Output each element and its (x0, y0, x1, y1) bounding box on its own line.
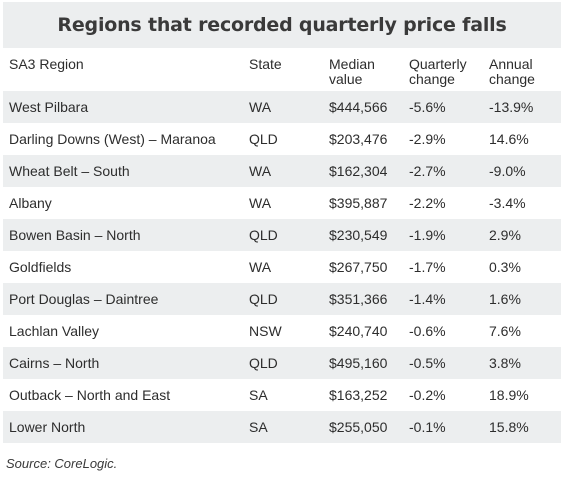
table-row: Darling Downs (West) – Maranoa QLD $203,… (3, 123, 561, 155)
cell-annual: -3.4% (483, 187, 561, 219)
cell-region: West Pilbara (3, 91, 243, 123)
cell-annual: 0.3% (483, 251, 561, 283)
cell-region: Goldfields (3, 251, 243, 283)
cell-region: Darling Downs (West) – Maranoa (3, 123, 243, 155)
cell-region: Cairns – North (3, 347, 243, 379)
cell-annual: 7.6% (483, 315, 561, 347)
cell-state: SA (243, 379, 323, 411)
cell-quarterly: -2.9% (403, 123, 483, 155)
header-row: SA3 Region State Median value Quarterly ch… (3, 51, 561, 91)
header-region: SA3 Region (3, 51, 243, 91)
header-median-line2: value (329, 71, 363, 87)
table-row: Albany WA $395,887 -2.2% -3.4% (3, 187, 561, 219)
cell-region: Albany (3, 187, 243, 219)
cell-median: $203,476 (323, 123, 403, 155)
cell-median: $395,887 (323, 187, 403, 219)
table-row: Lachlan Valley NSW $240,740 -0.6% 7.6% (3, 315, 561, 347)
cell-region: Outback – North and East (3, 379, 243, 411)
cell-quarterly: -1.4% (403, 283, 483, 315)
table-row: Lower North SA $255,050 -0.1% 15.8% (3, 411, 561, 443)
cell-median: $230,549 (323, 219, 403, 251)
cell-state: QLD (243, 219, 323, 251)
cell-annual: 3.8% (483, 347, 561, 379)
cell-state: WA (243, 155, 323, 187)
table-title: Regions that recorded quarterly price fa… (57, 14, 507, 36)
table-body: West Pilbara WA $444,566 -5.6% -13.9% Da… (3, 91, 561, 443)
cell-state: SA (243, 411, 323, 443)
table-row: Wheat Belt – South WA $162,304 -2.7% -9.… (3, 155, 561, 187)
cell-annual: -9.0% (483, 155, 561, 187)
cell-median: $351,366 (323, 283, 403, 315)
cell-region: Wheat Belt – South (3, 155, 243, 187)
cell-state: QLD (243, 283, 323, 315)
table-row: Cairns – North QLD $495,160 -0.5% 3.8% (3, 347, 561, 379)
cell-state: WA (243, 251, 323, 283)
header-quarterly-line1: Quarterly (409, 56, 467, 72)
header-annual-line2: change (489, 71, 535, 87)
cell-quarterly: -2.2% (403, 187, 483, 219)
cell-annual: 15.8% (483, 411, 561, 443)
cell-annual: 14.6% (483, 123, 561, 155)
cell-region: Lower North (3, 411, 243, 443)
cell-median: $495,160 (323, 347, 403, 379)
header-annual-line1: Annual (489, 56, 533, 72)
cell-median: $444,566 (323, 91, 403, 123)
header-quarterly: Quarterly change (403, 51, 483, 91)
cell-region: Bowen Basin – North (3, 219, 243, 251)
cell-median: $255,050 (323, 411, 403, 443)
table-row: West Pilbara WA $444,566 -5.6% -13.9% (3, 91, 561, 123)
cell-annual: 2.9% (483, 219, 561, 251)
header-median-line1: Median (329, 56, 375, 72)
source-note: Source: CoreLogic. (6, 456, 118, 471)
cell-quarterly: -1.9% (403, 219, 483, 251)
cell-state: WA (243, 187, 323, 219)
cell-quarterly: -0.6% (403, 315, 483, 347)
cell-annual: -13.9% (483, 91, 561, 123)
table-row: Outback – North and East SA $163,252 -0.… (3, 379, 561, 411)
cell-annual: 18.9% (483, 379, 561, 411)
cell-annual: 1.6% (483, 283, 561, 315)
table-row: Bowen Basin – North QLD $230,549 -1.9% 2… (3, 219, 561, 251)
cell-state: WA (243, 91, 323, 123)
header-quarterly-line2: change (409, 71, 455, 87)
cell-region: Port Douglas – Daintree (3, 283, 243, 315)
cell-region: Lachlan Valley (3, 315, 243, 347)
cell-quarterly: -0.1% (403, 411, 483, 443)
table-header: SA3 Region State Median value Quarterly ch… (3, 51, 561, 91)
cell-quarterly: -0.2% (403, 379, 483, 411)
cell-state: QLD (243, 347, 323, 379)
table-row: Port Douglas – Daintree QLD $351,366 -1.… (3, 283, 561, 315)
header-median: Median value (323, 51, 403, 91)
table-row: Goldfields WA $267,750 -1.7% 0.3% (3, 251, 561, 283)
cell-median: $267,750 (323, 251, 403, 283)
header-state: State (243, 51, 323, 91)
price-falls-table: SA3 Region State Median value Quarterly ch… (3, 51, 561, 443)
cell-quarterly: -5.6% (403, 91, 483, 123)
cell-median: $163,252 (323, 379, 403, 411)
header-state-label: State (249, 56, 282, 72)
title-band: Regions that recorded quarterly price fa… (3, 2, 561, 48)
cell-quarterly: -2.7% (403, 155, 483, 187)
cell-quarterly: -0.5% (403, 347, 483, 379)
cell-median: $240,740 (323, 315, 403, 347)
cell-state: NSW (243, 315, 323, 347)
cell-state: QLD (243, 123, 323, 155)
cell-median: $162,304 (323, 155, 403, 187)
header-region-label: SA3 Region (9, 56, 84, 72)
cell-quarterly: -1.7% (403, 251, 483, 283)
header-annual: Annual change (483, 51, 561, 91)
